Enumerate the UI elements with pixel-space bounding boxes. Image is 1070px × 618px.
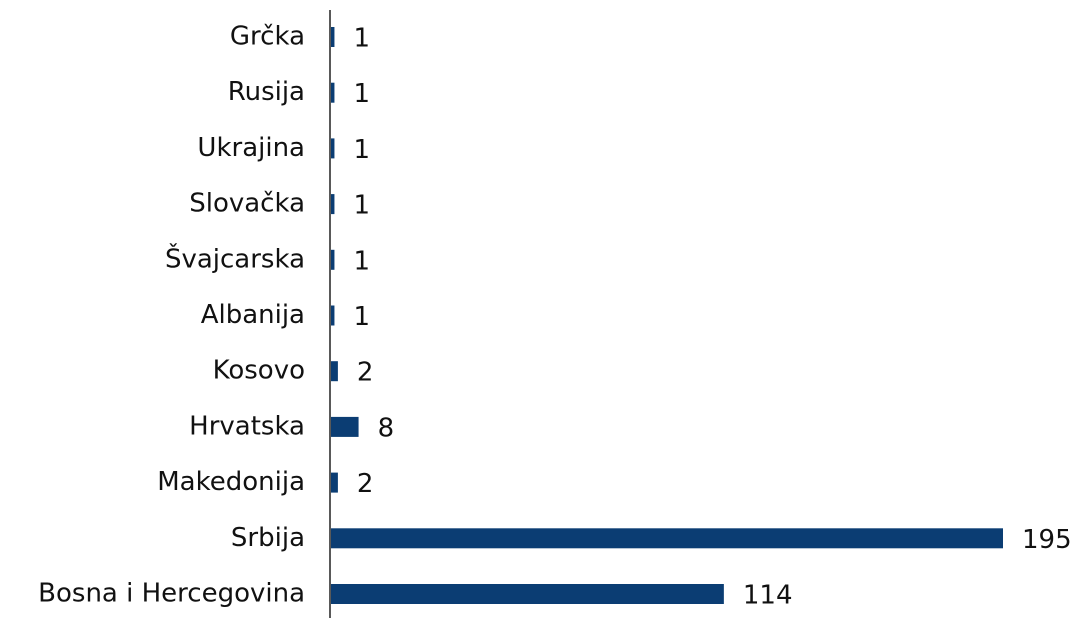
y-tick-label: Albanija <box>201 300 305 330</box>
value-label: 114 <box>743 581 793 611</box>
value-label: 1 <box>353 246 370 276</box>
value-label: 195 <box>1022 525 1070 555</box>
bar <box>331 528 1003 549</box>
value-label: 1 <box>353 302 370 332</box>
value-label: 1 <box>353 24 370 54</box>
bar <box>331 305 335 326</box>
y-tick-label: Slovačka <box>189 189 305 219</box>
bar <box>331 584 724 604</box>
y-tick-label: Bosna i Hercegovina <box>38 579 305 609</box>
value-label: 1 <box>353 79 370 109</box>
value-label: 8 <box>378 413 395 443</box>
y-tick-label: Grčka <box>230 22 305 52</box>
value-label: 2 <box>357 358 374 388</box>
bar <box>331 27 335 47</box>
y-tick-label: Rusija <box>228 77 305 107</box>
y-tick-label: Srbija <box>231 523 305 553</box>
y-tick-label: Hrvatska <box>189 411 305 441</box>
bar <box>331 194 335 215</box>
value-label: 1 <box>353 191 370 221</box>
y-tick-label: Švajcarska <box>165 242 305 274</box>
y-tick-label: Ukrajina <box>197 133 305 163</box>
bar <box>331 249 335 270</box>
value-label: 2 <box>357 469 374 499</box>
y-tick-label: Makedonija <box>157 467 305 497</box>
bar <box>331 82 335 103</box>
bar <box>331 361 338 382</box>
y-tick-label: Kosovo <box>213 356 305 386</box>
bar <box>331 416 359 437</box>
bar <box>331 472 338 493</box>
value-label: 1 <box>353 135 370 165</box>
bar <box>331 138 335 159</box>
